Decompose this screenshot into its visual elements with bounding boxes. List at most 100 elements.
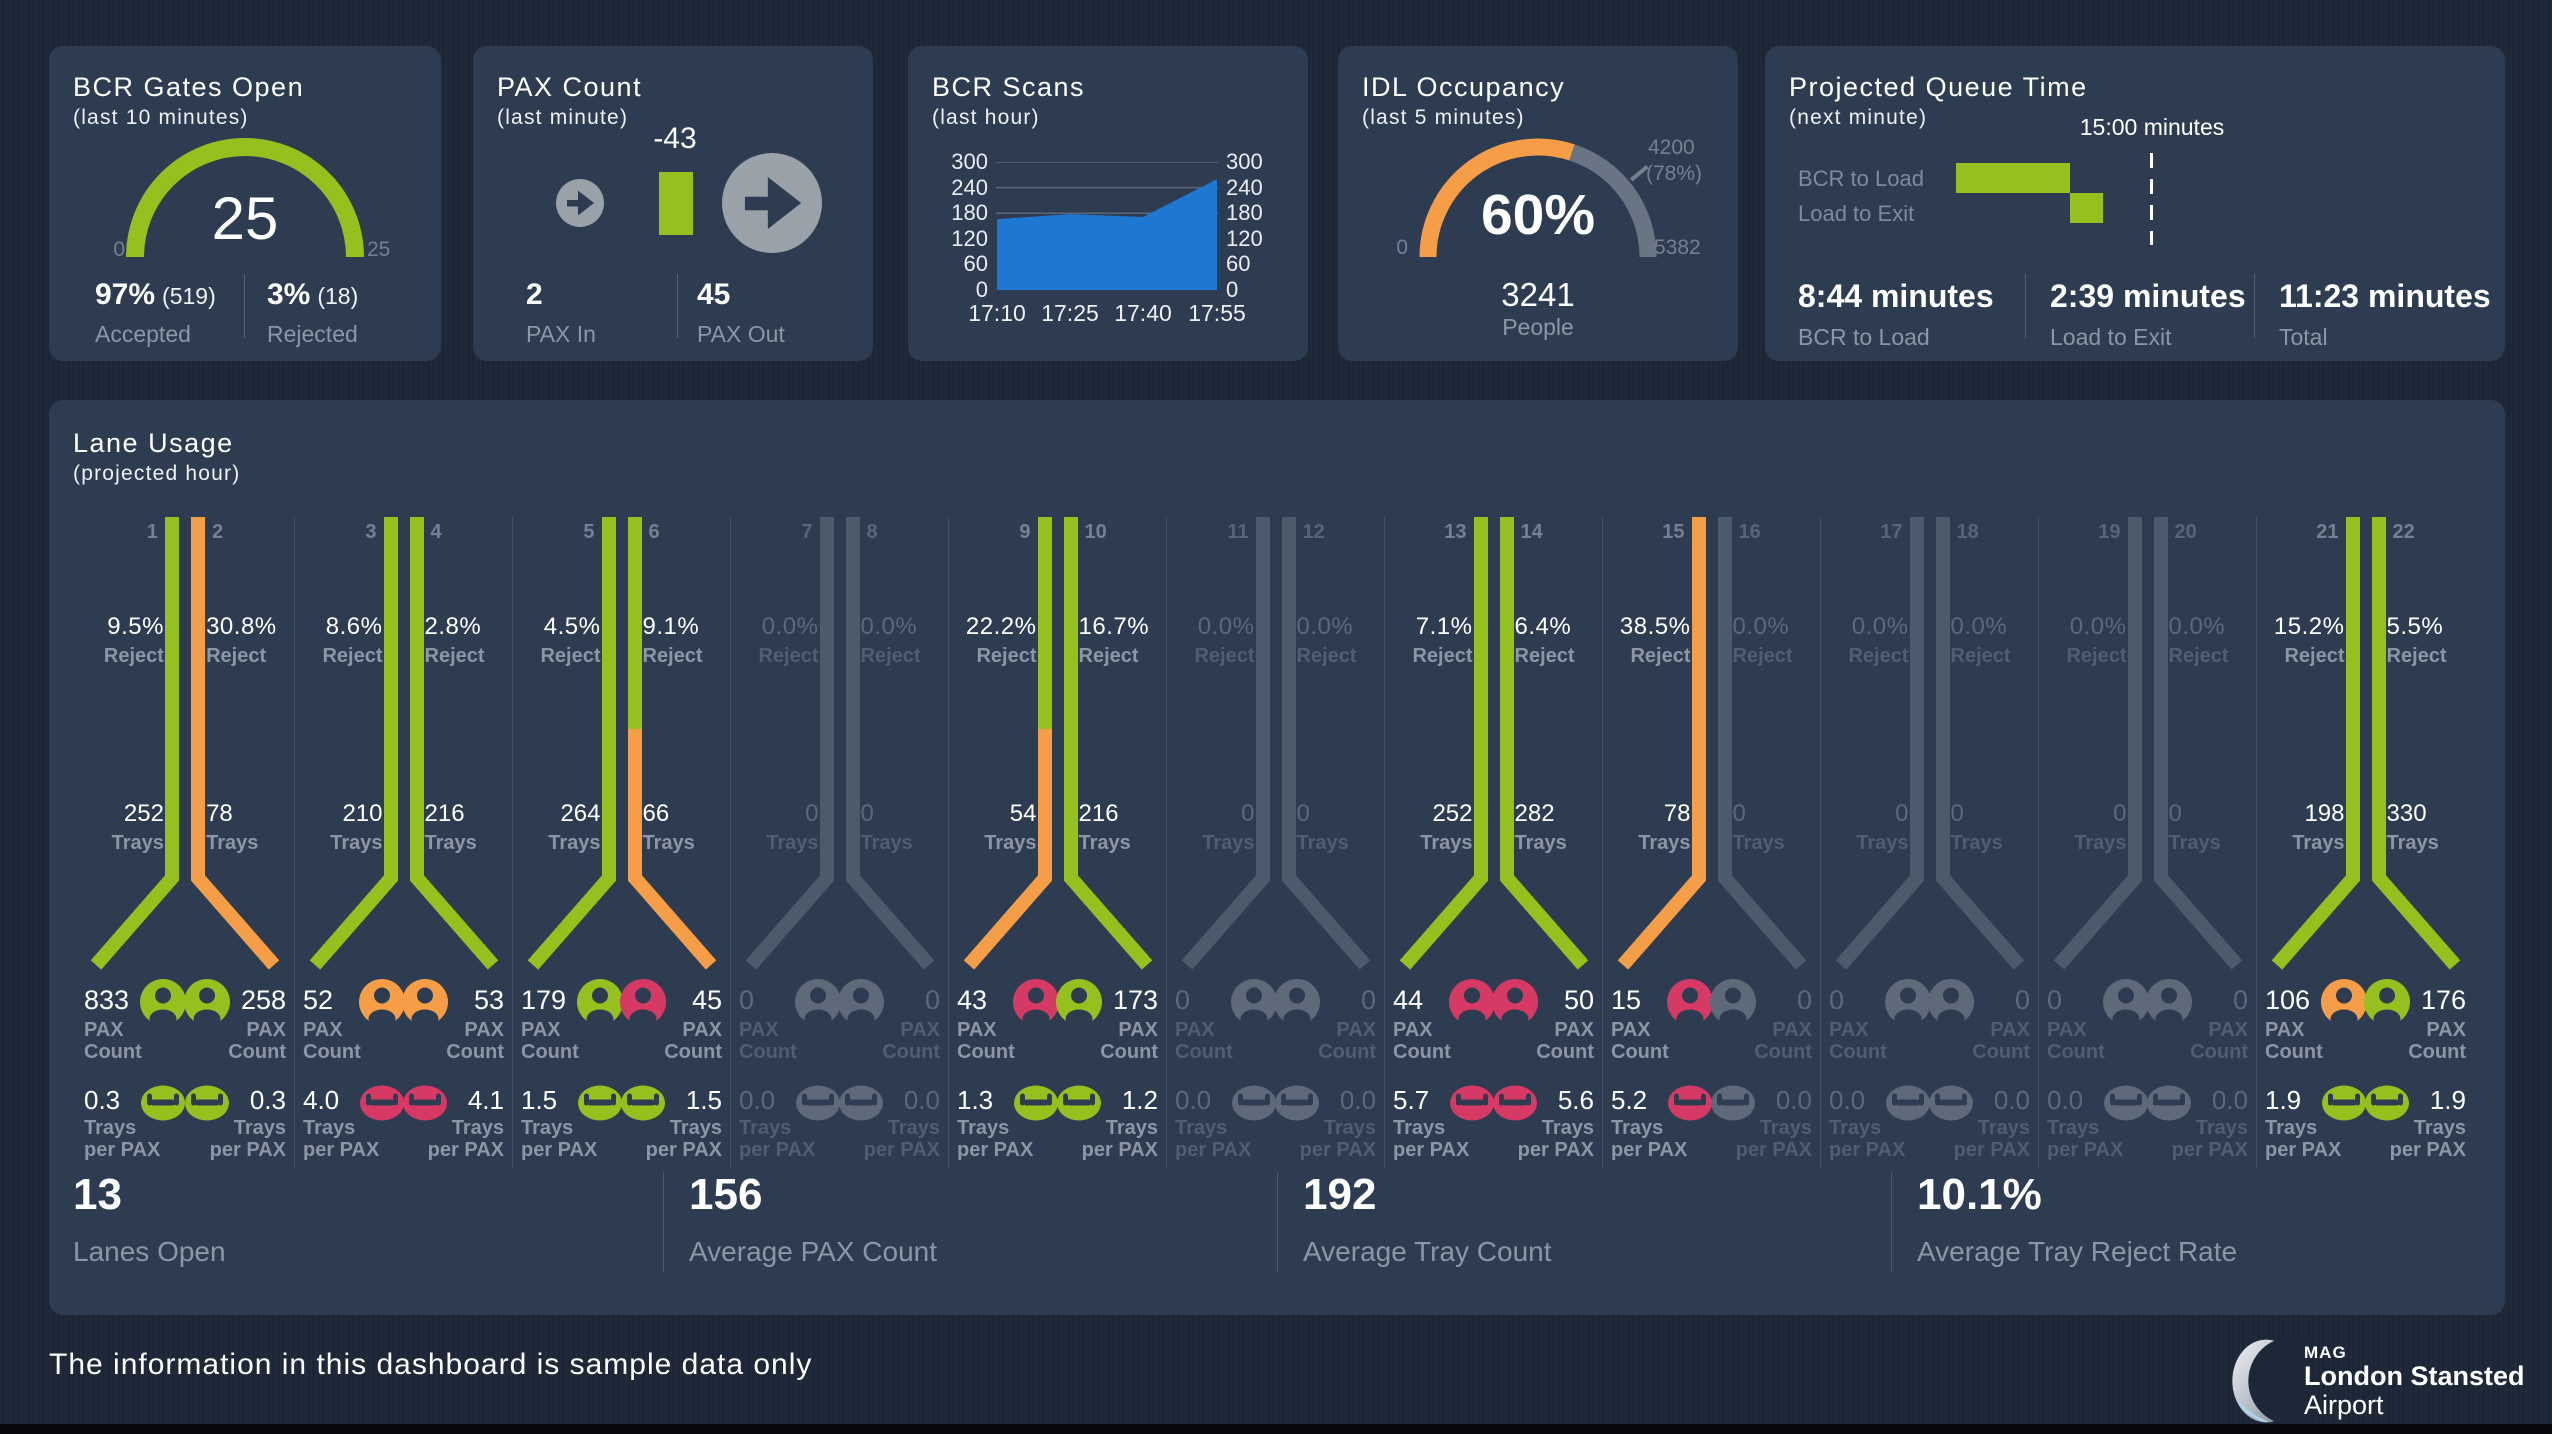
summary-stat: 156 Average PAX Count [689,1170,937,1268]
tray-icon [359,1085,404,1121]
person-icon [1230,979,1277,1025]
lane-trays-label: Trays [1732,832,1785,854]
lane-pair: 7 0.0% Reject 0 Trays 0 PAX Count 0.0 Trays per … [730,517,948,1168]
summary-divider [663,1172,664,1272]
lane-pax-count-value: 0 [924,985,940,1015]
lane-bar [745,517,834,970]
gantt-bar-bcr-to-load [1956,163,2070,193]
net-pax-value: -43 [653,122,697,155]
lane-reject-value: 6.4% [1514,613,1572,640]
person-icon [1710,979,1757,1025]
accepted-stat: 97% (519) Accepted [95,278,216,348]
threshold-marker [1629,164,1649,182]
lane-funnel [1617,517,1807,970]
lane-trays-label: Trays [111,832,164,854]
lane-pax-count-value: 53 [473,985,504,1015]
lane-trays-value: 0 [2113,800,2127,827]
lane-reject-value: 5.5% [2386,613,2444,640]
lane-reject-label: Reject [1732,645,1793,667]
tray-icon [403,1085,448,1121]
summary-label: Average Tray Reject Rate [1917,1236,2238,1267]
lane-trays-label: Trays [2386,832,2439,854]
tray-icon [621,1085,666,1121]
tray-icon [2321,1085,2366,1121]
lane-trays-per-pax-value: 0.0 [1339,1085,1376,1115]
lane-reject-label: Reject [1194,645,1255,667]
card-subtitle: (projected hour) [73,462,241,485]
lane-pax-count-label: PAX Count [882,1019,940,1063]
summary-value: 10.1% [1917,1170,2042,1219]
x-axis-tick: 17:25 [1041,300,1099,326]
lane-reject-value: 8.6% [325,613,383,640]
tray-icon [1231,1085,1276,1121]
lane-trays-label: Trays [1420,832,1473,854]
lane-reject-label: Reject [1514,645,1575,667]
lane-trays-value: 66 [642,800,670,827]
lane-bar [1064,517,1153,970]
lane-trays-per-pax-value: 0.0 [2047,1085,2084,1115]
lane-trays-per-pax-value: 1.9 [2265,1085,2302,1115]
lane-reject-value: 0.0% [761,613,819,640]
lane-number: 17 [1880,521,1903,543]
y-axis-tick-left: 60 [963,251,988,277]
lane-pax-count-value: 173 [1112,985,1158,1015]
card-lane-usage: Lane Usage (projected hour) 1 9.5% Reject 2… [49,400,2505,1315]
lane-bar [1936,517,2025,970]
lane-bar [1718,517,1807,970]
lane-bar [1617,517,1706,970]
lane-trays-label: Trays [1856,832,1909,854]
target-time-dashed-line [2150,153,2153,245]
tray-icon [184,1085,229,1121]
lane-number: 2 [212,521,224,543]
card-bcr-gates-open: BCR Gates Open (last 10 minutes) 0 25 25… [49,46,441,361]
lane-reject-value: 0.0% [1296,613,1354,640]
x-axis-tick: 17:55 [1188,300,1246,326]
summary-value: 156 [689,1170,763,1219]
lane-number: 11 [1227,521,1249,543]
lane-trays-value: 264 [560,800,601,827]
lane-trays-label: Trays [860,832,913,854]
lane-trays-per-pax-label: Trays per PAX [1953,1117,2030,1161]
person-icon [1274,979,1321,1025]
lane-pax-count-value: 258 [240,985,286,1015]
tray-icon [141,1085,186,1121]
lane-trays-per-pax-label: Trays per PAX [1393,1117,1470,1161]
lane-pair: 11 0.0% Reject 0 Trays 0 PAX Count 0.0 Trays per… [1166,517,1384,1168]
lane-reject-label: Reject [2284,645,2345,667]
card-idl-occupancy: IDL Occupancy (last 5 minutes) 0 5382 42… [1338,46,1738,361]
bottom-black-bar [0,1424,2552,1434]
lane-pax-count-value: 0 [2232,985,2248,1015]
lane-reject-label: Reject [1630,645,1691,667]
lane-bar [1181,517,1270,970]
summary-divider [1277,1172,1278,1272]
y-axis-tick-left: 240 [951,174,988,200]
lane-trays-label: Trays [2168,832,2221,854]
lane-trays-value: 0 [1895,800,1909,827]
lane-trays-per-pax-value: 0.3 [249,1085,286,1115]
lane-trays-per-pax-label: Trays per PAX [2265,1117,2342,1161]
tray-icon [1013,1085,1058,1121]
tray-icon [1885,1085,1930,1121]
lane-trays-per-pax-label: Trays per PAX [2171,1117,2248,1161]
lane-trays-value: 0 [2168,800,2182,827]
lane-bar [2271,517,2360,970]
lane-reject-value: 0.0% [1732,613,1790,640]
lane-trays-per-pax-label: Trays per PAX [1299,1117,1376,1161]
lane-trays-per-pax-label: Trays per PAX [863,1117,940,1161]
lane-reject-value: 15.2% [2273,613,2345,640]
card-subtitle: (next minute) [1789,106,1928,129]
lane-number: 4 [430,521,442,543]
lane-trays-value: 216 [424,800,465,827]
y-axis-tick-right: 0 [1226,277,1239,302]
lane-reject-label: Reject [103,645,164,667]
lane-bar [628,517,717,970]
person-icon [1056,979,1103,1025]
lane-pax-count-label: PAX Count [2190,1019,2248,1063]
person-icon [1666,979,1713,1025]
tray-icon [577,1085,622,1121]
lane-reject-label: Reject [1412,645,1473,667]
queue-stat: 2:39 minutes Load to Exit [2050,278,2246,351]
lane-trays-per-pax-value: 0.0 [1775,1085,1812,1115]
lane-funnel [1399,517,1589,970]
lane-trays-value: 0 [805,800,819,827]
